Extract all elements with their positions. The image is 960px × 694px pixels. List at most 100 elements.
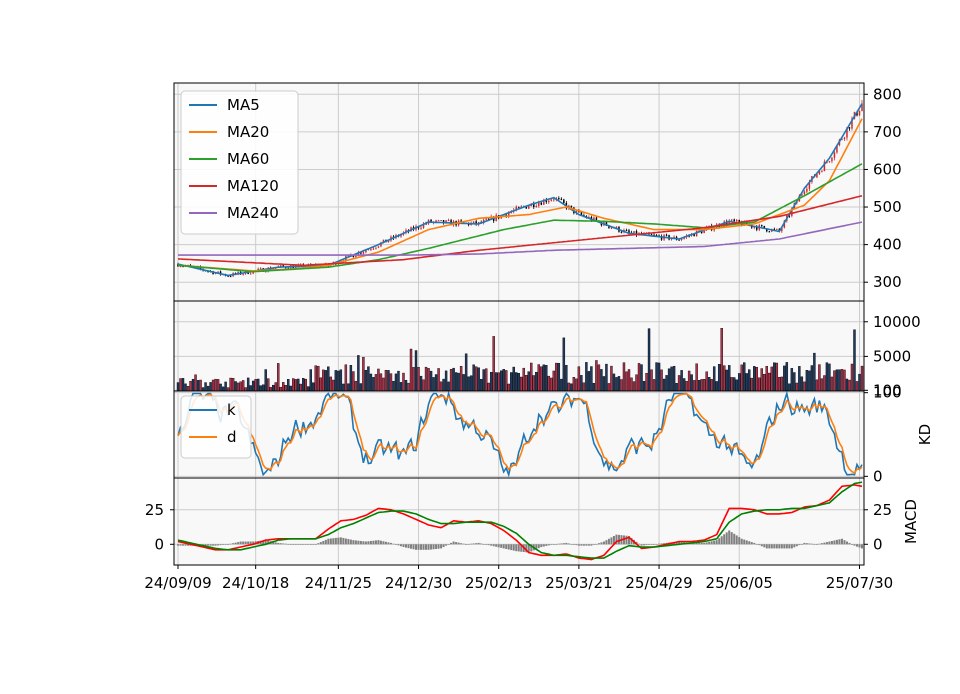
x-tick-label: 24/10/18 [222,574,289,592]
candle-body [670,238,673,240]
price-tick-label: 300 [873,273,902,291]
macd-histogram-bar [648,544,651,545]
volume-bar [722,365,726,392]
volume-bar [780,376,784,392]
macd-histogram-bar [307,544,310,545]
volume-bar [602,376,606,392]
volume-bar [515,372,518,392]
macd-histogram-bar [227,544,230,545]
volume-bar [612,373,616,392]
volume-bar [657,362,661,392]
volume-bar [697,379,701,392]
volume-bar [477,367,480,392]
volume-bar [795,382,799,392]
macd-histogram-bar [229,543,232,545]
volume-bar [327,366,330,392]
volume-bar [457,372,460,392]
candle-body [608,225,610,228]
macd-histogram-bar [299,544,302,545]
volume-bar [211,379,215,392]
volume-bar [422,379,425,392]
macd-histogram-bar [780,544,783,549]
volume-bar [272,384,275,392]
candle-body [841,138,843,140]
volume-bar [820,378,824,392]
macd-histogram-bar [455,542,458,545]
volume-bar [414,350,418,392]
macd-histogram-bar [364,541,367,545]
macd-histogram-bar [828,541,831,545]
macd-histogram-bar [344,538,347,545]
macd-histogram-bar [264,540,267,545]
volume-bar [813,352,816,392]
volume-bar [670,366,673,392]
macd-histogram-bar [339,537,342,545]
candle-body [791,208,793,216]
macd-histogram-bar [743,539,746,545]
volume-bar [189,381,192,392]
volume-bar [219,383,222,392]
volume-bar [314,365,318,392]
ma-line-ma120 [177,195,863,267]
volume-bar [828,363,831,392]
kd-axis-label: KD [916,424,934,445]
x-tick-label: 24/12/30 [385,574,452,592]
macd-histogram-bar [562,543,565,545]
volume-bar [717,364,721,392]
macd-histogram-bar [500,544,503,548]
macd-histogram-bar [437,544,440,549]
macd-histogram-bar [808,543,811,545]
volume-bar [617,376,621,392]
macd-histogram-bar [520,544,523,552]
price-tick-label: 700 [873,123,902,141]
volume-bar [467,376,470,392]
macd-histogram-bar [567,543,570,545]
macd-histogram-bar [617,534,620,545]
legend-label: k [227,401,236,419]
volume-bar [221,386,225,392]
volume-bar [685,381,688,392]
candle-body [440,219,442,221]
macd-histogram-bar [502,544,505,549]
candle-body [846,127,848,138]
volume-bar [710,379,713,392]
candle-body [217,271,219,273]
macd-histogram-bar [820,543,823,545]
volume-bar [587,371,591,392]
macd-histogram-bar [577,544,580,546]
macd-histogram-bar [232,543,235,545]
volume-bar [369,373,373,392]
macd-histogram-bar [615,534,618,545]
volume-bar [429,370,433,392]
volume-bar [730,377,733,392]
volume-bar [775,362,779,392]
volume-bar [853,329,856,392]
candle-body [806,188,808,192]
candle-body [182,266,184,268]
macd-histogram-bar [277,542,280,545]
candle-body [400,234,402,237]
volume-bar [339,369,343,392]
volume-bar [667,368,671,392]
legend-label: MA20 [227,123,269,141]
candle-body [365,250,367,253]
macd-histogram-bar [710,541,713,545]
macd-histogram-bar [249,541,252,545]
volume-bar [409,348,413,392]
macd-histogram-bar [374,540,377,545]
volume-bar [738,373,741,392]
macd-histogram-bar [778,544,781,549]
candle-body [776,228,778,230]
candle-body [861,103,863,111]
x-tick-label: 25/07/30 [826,574,893,592]
macd-histogram-bar [492,544,495,547]
macd-histogram-bar [790,544,793,549]
candle-body [570,205,573,208]
price-tick-label: 500 [873,198,902,216]
macd-histogram-bar [176,544,180,546]
volume-bar [517,373,520,392]
volume-bar [743,362,746,392]
candle-body [816,173,818,178]
candle-body [756,226,758,230]
macd-histogram-bar [187,544,190,546]
